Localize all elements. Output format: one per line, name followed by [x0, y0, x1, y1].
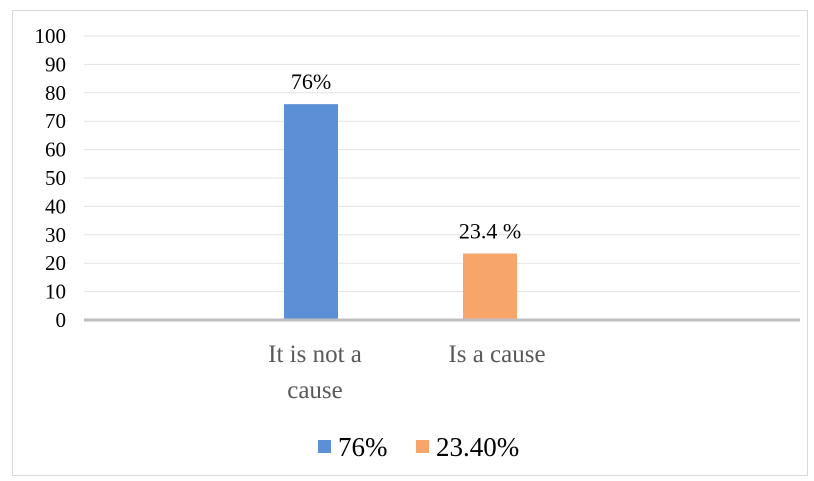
y-tick-label: 10: [45, 280, 66, 304]
y-tick-label: 40: [45, 194, 66, 218]
bars: [284, 104, 517, 320]
y-tick-label: 30: [45, 223, 66, 247]
legend-label: 76%: [338, 432, 388, 462]
legend-swatch: [416, 440, 429, 453]
legend-swatch: [318, 440, 331, 453]
bar: [284, 104, 338, 320]
y-tick-label: 60: [45, 138, 66, 162]
bar: [463, 253, 517, 320]
category-label: It is not a: [268, 341, 362, 368]
data-label: 23.4 %: [459, 219, 521, 244]
category-labels: It is not a cause Is a cause: [268, 341, 545, 404]
y-tick-label: 50: [45, 166, 66, 190]
y-tick-label: 20: [45, 251, 66, 275]
gridlines: [84, 35, 800, 293]
legend-label: 23.40%: [436, 432, 519, 462]
y-tick-label: 80: [45, 81, 66, 105]
category-label: cause: [287, 377, 343, 404]
y-tick-label: 0: [56, 308, 67, 332]
y-tick-label: 100: [35, 24, 67, 48]
y-tick-label: 90: [45, 52, 66, 76]
y-axis-ticks: 0 10 20 30 40 50 60 70 80 90 100: [35, 24, 67, 332]
y-tick-label: 70: [45, 109, 66, 133]
data-labels: 76% 23.4 %: [291, 69, 521, 243]
data-label: 76%: [291, 69, 331, 94]
category-label: Is a cause: [448, 341, 545, 368]
legend: 76% 23.40%: [318, 432, 519, 462]
chart-frame: [12, 10, 808, 476]
